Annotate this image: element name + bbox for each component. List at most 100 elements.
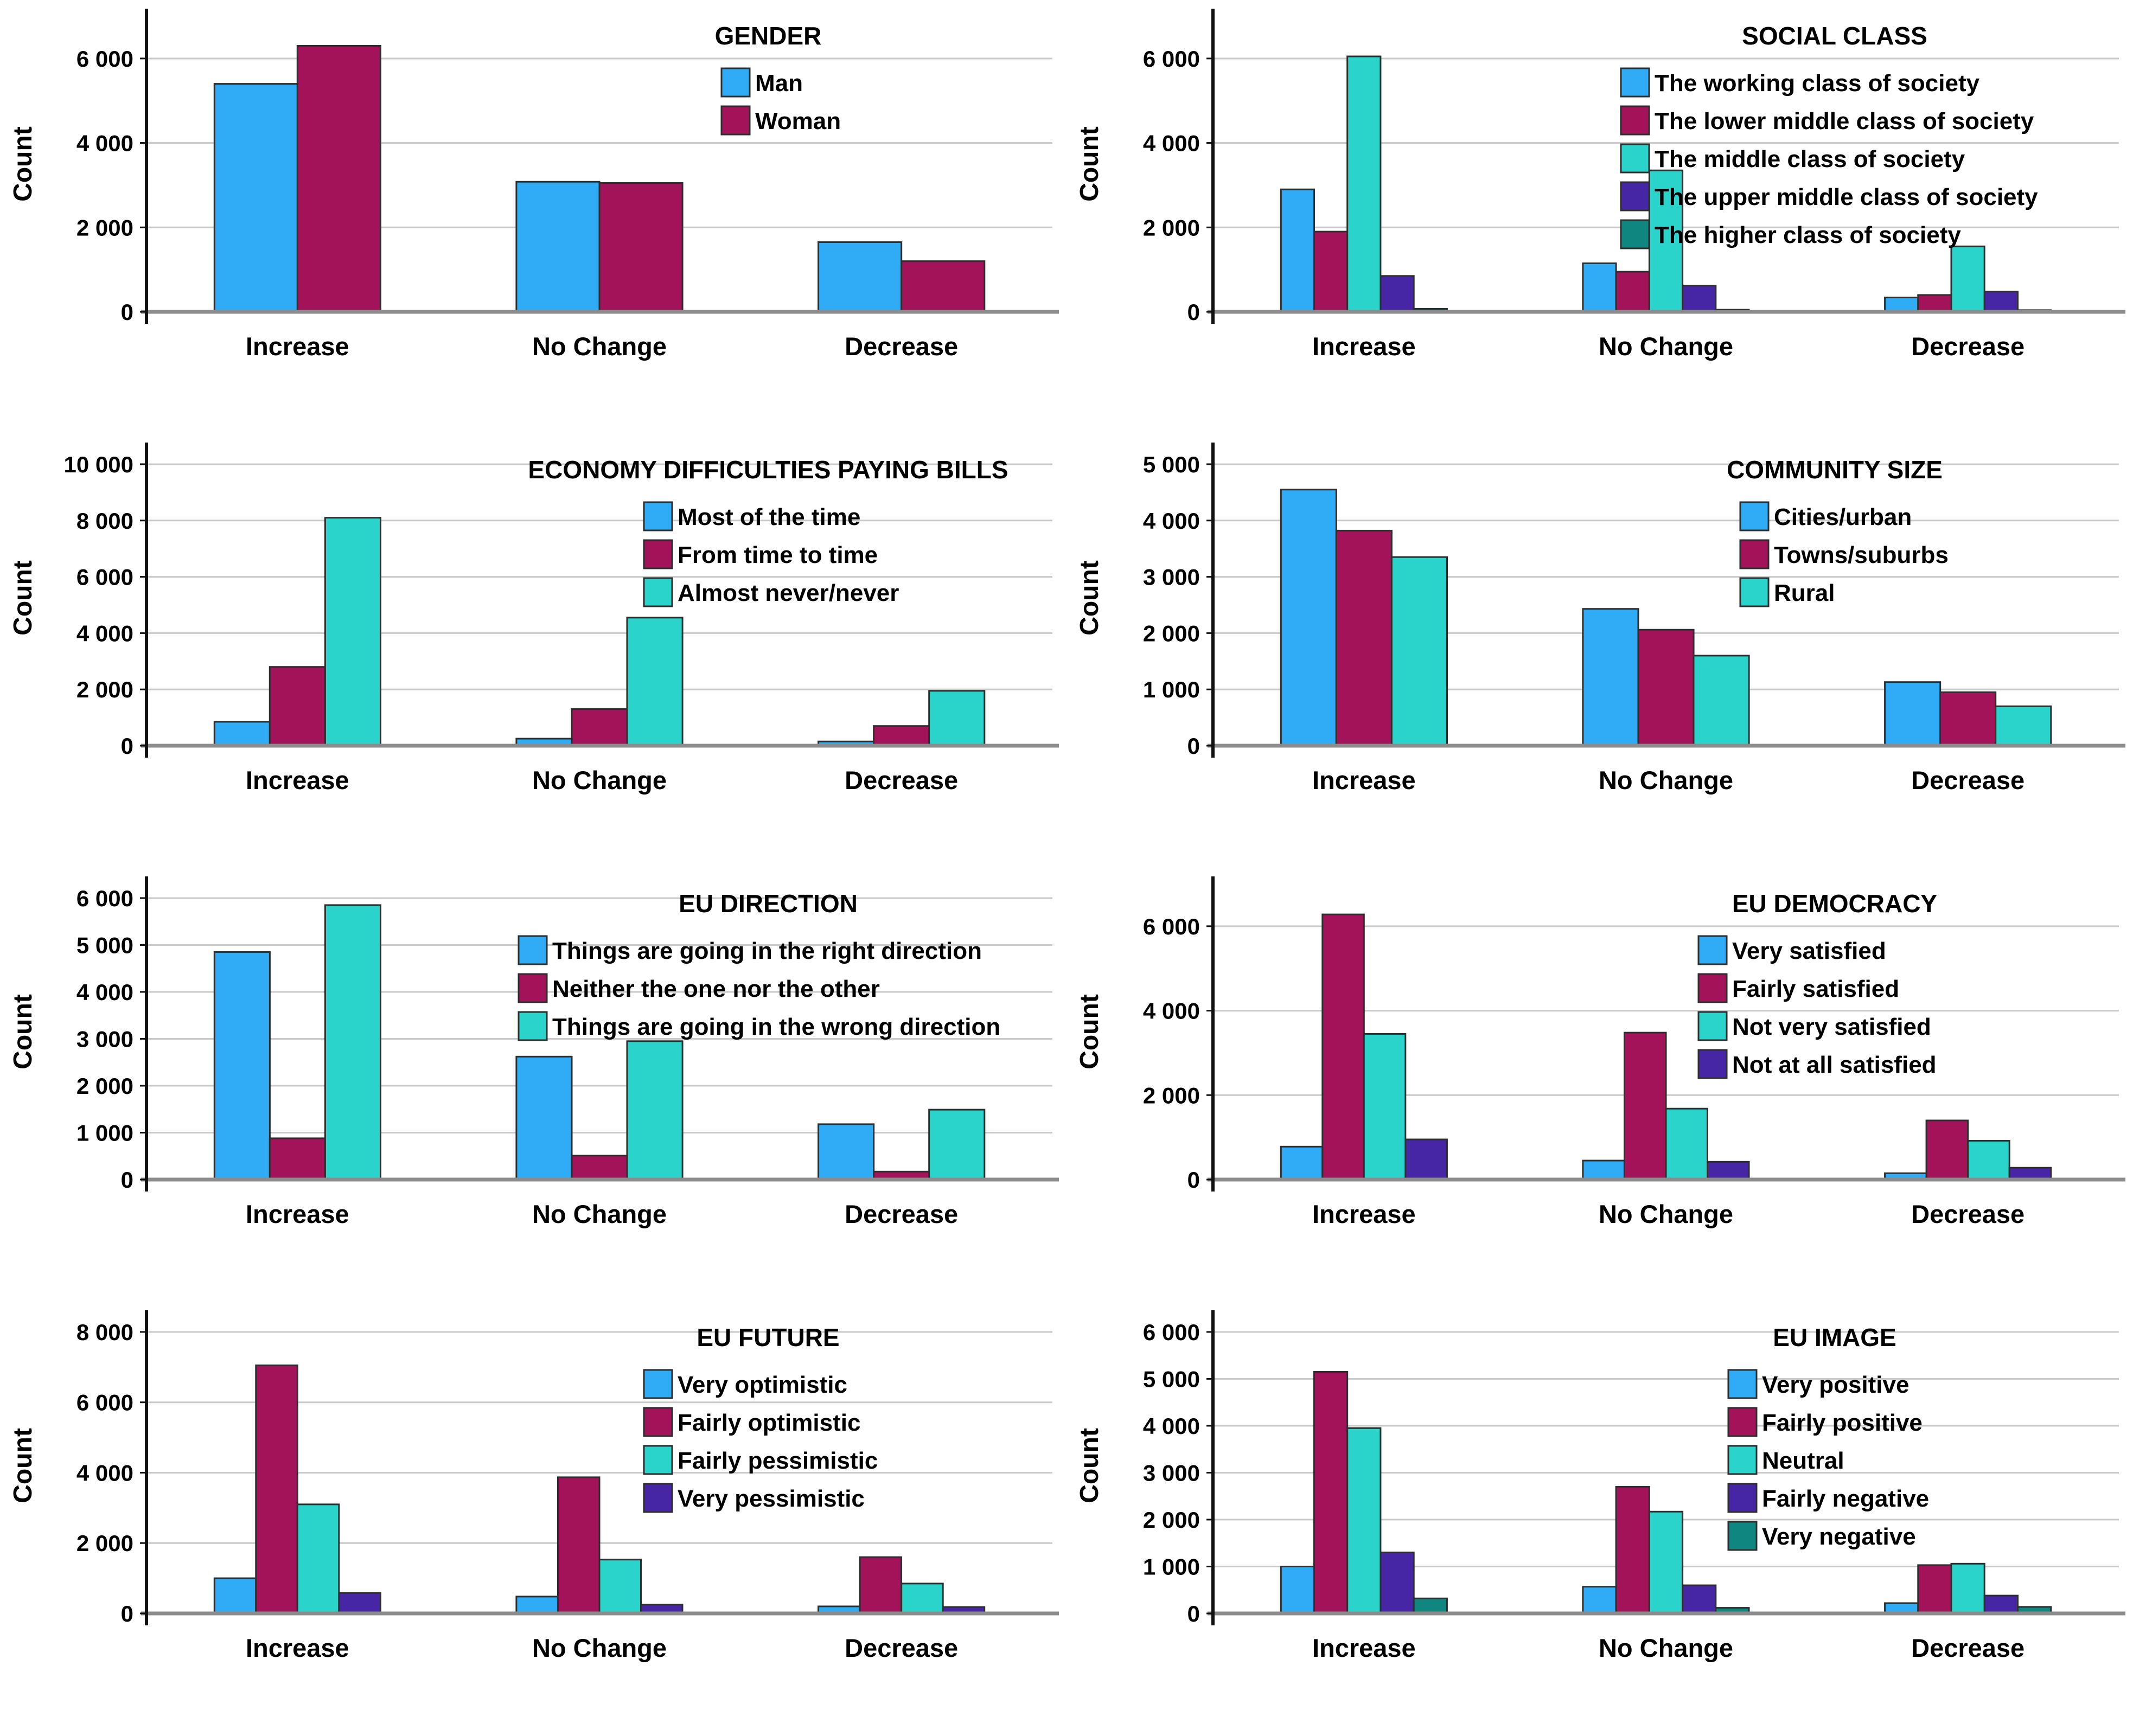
chart-title: EU DIRECTION: [679, 889, 858, 918]
bar-the-upper-middle-class-of-society-increase: [1380, 275, 1415, 313]
legend-swatch-almost-never-never: [643, 577, 673, 607]
bar-things-are-going-in-the-right-direction-increase: [213, 951, 271, 1181]
x-category-label: No Change: [1599, 766, 1733, 795]
legend-swatch-fairly-pessimistic: [643, 1445, 673, 1475]
legend-swatch-the-middle-class-of-society: [1620, 143, 1650, 174]
x-category-label: Increase: [1312, 1633, 1416, 1662]
legend-swatch-neither-the-one-nor-the-other: [518, 973, 548, 1003]
legend-label-very-satisfied: Very satisfied: [1732, 938, 1886, 964]
x-category-label: Decrease: [845, 1633, 958, 1662]
bar-fairly-positive-decrease: [1917, 1564, 1952, 1615]
y-tick-label: 0: [121, 1601, 133, 1626]
x-category-label: Decrease: [845, 332, 958, 361]
legend-label-fairly-pessimistic: Fairly pessimistic: [678, 1447, 878, 1474]
bar-the-middle-class-of-society-decrease: [1950, 245, 1985, 313]
legend-label-things-are-going-in-the-wrong-direction: Things are going in the wrong direction: [552, 1014, 1000, 1040]
y-tick-label: 5 000: [1143, 452, 1200, 477]
y-axis-title: Count: [1075, 560, 1104, 636]
y-tick-label: 0: [121, 733, 133, 759]
legend-swatch-man: [720, 67, 751, 98]
y-tick-label: 6 000: [76, 46, 133, 72]
y-axis-title: Count: [9, 1428, 37, 1503]
bar-the-upper-middle-class-of-society-no-change: [1682, 285, 1717, 313]
x-category-label: Increase: [246, 1200, 349, 1228]
bar-neither-the-one-nor-the-other-no-change: [571, 1155, 628, 1181]
y-tick-label: 4 000: [1143, 131, 1200, 156]
y-tick-label: 6 000: [76, 565, 133, 590]
bar-very-optimistic-no-change: [515, 1596, 559, 1615]
x-category-label: Increase: [246, 1633, 349, 1662]
bar-man-no-change: [515, 181, 601, 313]
bar-things-are-going-in-the-right-direction-no-change: [515, 1055, 573, 1181]
legend-label-neutral: Neutral: [1762, 1447, 1844, 1474]
bar-cities-urban-no-change: [1582, 608, 1639, 747]
legend-label-rural: Rural: [1774, 580, 1835, 606]
bar-the-working-class-of-society-no-change: [1582, 262, 1617, 313]
bar-fairly-negative-decrease: [1983, 1594, 2019, 1615]
chart-eu-future: 0 2 000 4 000 6 000 8 000 Increase No Change De…: [9, 1310, 1059, 1662]
bar-not-at-all-satisfied-no-change: [1707, 1161, 1750, 1181]
y-axis-title: Count: [9, 560, 37, 636]
y-tick-label: 4 000: [76, 131, 133, 156]
y-tick-label: 2 000: [1143, 1507, 1200, 1533]
y-tick-label: 6 000: [76, 1390, 133, 1415]
y-axis-title: Count: [9, 126, 37, 202]
y-tick-label: 0: [121, 299, 133, 325]
bar-man-decrease: [818, 241, 903, 313]
legend-swatch-towns-suburbs: [1739, 539, 1770, 569]
bar-fairly-optimistic-decrease: [859, 1556, 903, 1615]
bar-things-are-going-in-the-wrong-direction-no-change: [626, 1040, 684, 1181]
y-tick-label: 8 000: [76, 508, 133, 534]
y-tick-label: 1 000: [1143, 677, 1200, 702]
chart-title: EU IMAGE: [1773, 1323, 1896, 1351]
legend-label-neither-the-one-nor-the-other: Neither the one nor the other: [552, 976, 880, 1002]
bar-woman-increase: [296, 45, 381, 313]
legend-swatch-neutral: [1727, 1445, 1758, 1475]
chart-cell-eu-future: 0 2 000 4 000 6 000 8 000 Increase No Change De…: [0, 1302, 1066, 1735]
chart-economy-difficulties-paying-bills: 0 2 000 4 000 6 000 8 000 10 000 Increase No Ch…: [9, 443, 1059, 795]
chart-eu-democracy: 0 2 000 4 000 6 000 Increase No Change Decreas…: [1075, 876, 2125, 1228]
y-tick-label: 4 000: [76, 979, 133, 1005]
bar-the-lower-middle-class-of-society-no-change: [1615, 271, 1650, 313]
legend-label-fairly-negative: Fairly negative: [1762, 1485, 1929, 1512]
bar-neutral-decrease: [1950, 1562, 1985, 1615]
bar-fairly-optimistic-increase: [255, 1365, 298, 1615]
legend-label-the-upper-middle-class-of-society: The upper middle class of society: [1655, 184, 2038, 210]
legend-swatch-very-positive: [1727, 1369, 1758, 1399]
bar-very-satisfied-increase: [1280, 1145, 1324, 1181]
legend-swatch-fairly-satisfied: [1697, 973, 1728, 1003]
bar-fairly-satisfied-decrease: [1925, 1119, 1969, 1181]
y-tick-label: 2 000: [1143, 1082, 1200, 1108]
x-category-label: Decrease: [1911, 1633, 2025, 1662]
bar-neither-the-one-nor-the-other-increase: [269, 1137, 326, 1181]
chart-eu-direction: 0 1 000 2 000 3 000 4 000 5 000 6 000 Increase N…: [9, 876, 1059, 1228]
x-category-label: No Change: [1599, 1633, 1733, 1662]
y-axis-title: Count: [1075, 994, 1104, 1069]
legend-swatch-not-at-all-satisfied: [1697, 1049, 1728, 1079]
x-category-label: No Change: [532, 1633, 667, 1662]
bar-fairly-pessimistic-increase: [296, 1503, 340, 1615]
x-category-label: No Change: [1599, 332, 1733, 361]
y-tick-label: 5 000: [76, 932, 133, 958]
legend-swatch-rural: [1739, 577, 1770, 607]
legend-label-cities-urban: Cities/urban: [1774, 504, 1912, 530]
legend-label-towns-suburbs: Towns/suburbs: [1774, 542, 1949, 568]
bar-the-working-class-of-society-decrease: [1884, 297, 1919, 313]
y-tick-label: 4 000: [1143, 998, 1200, 1024]
legend-swatch-cities-urban: [1739, 501, 1770, 531]
legend-swatch-very-satisfied: [1697, 935, 1728, 965]
bar-almost-never-never-no-change: [626, 617, 684, 747]
legend-label-the-working-class-of-society: The working class of society: [1655, 70, 1980, 97]
y-axis-title: Count: [1075, 1428, 1104, 1503]
chart-title: SOCIAL CLASS: [1742, 22, 1927, 50]
bar-things-are-going-in-the-right-direction-decrease: [818, 1123, 875, 1181]
legend-label-the-lower-middle-class-of-society: The lower middle class of society: [1655, 108, 2034, 134]
chart-cell-social-class: 0 2 000 4 000 6 000 Increase No Change Decreas…: [1066, 0, 2133, 434]
bar-fairly-positive-increase: [1313, 1371, 1349, 1615]
x-category-label: Decrease: [1911, 766, 2025, 795]
chart-eu-image: 0 1 000 2 000 3 000 4 000 5 000 6 000 Increase N…: [1075, 1310, 2125, 1662]
legend-label-fairly-positive: Fairly positive: [1762, 1410, 1923, 1436]
bar-the-middle-class-of-society-increase: [1346, 55, 1382, 313]
bar-towns-suburbs-no-change: [1637, 629, 1695, 747]
